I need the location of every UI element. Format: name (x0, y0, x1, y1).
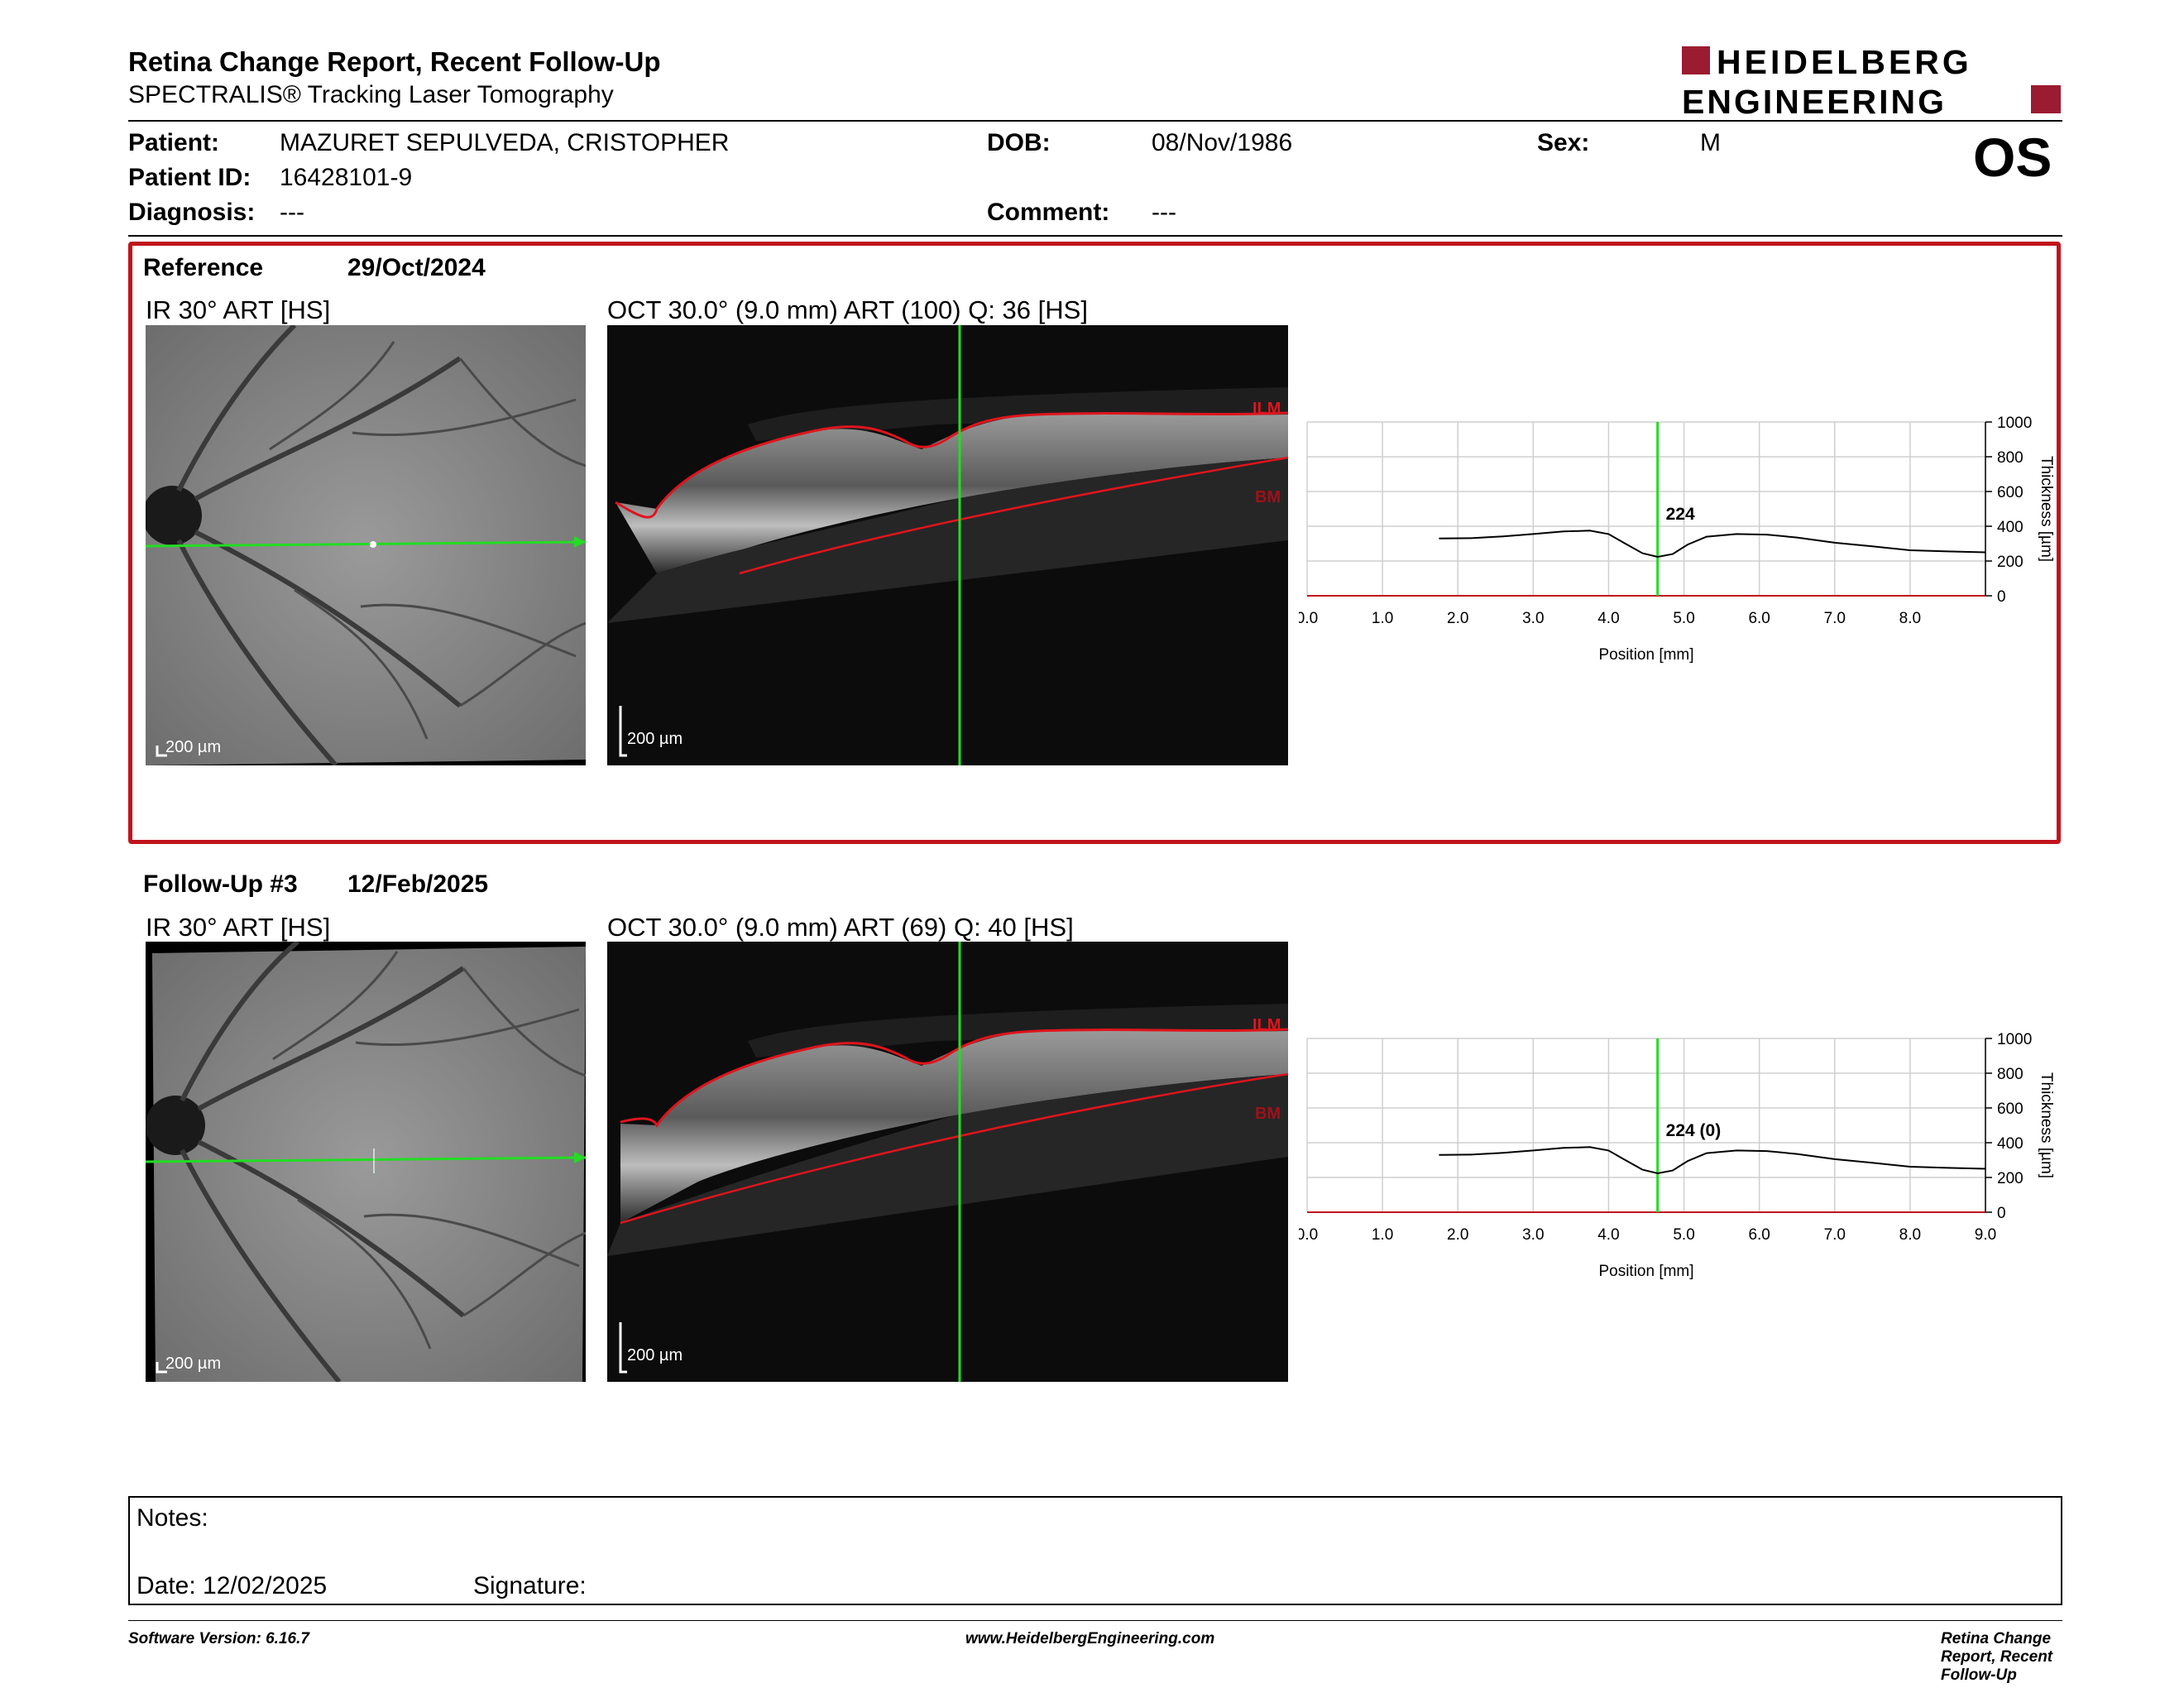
x-tick-label: 3.0 (1522, 610, 1544, 627)
followup-date: 12/Feb/2025 (347, 870, 489, 898)
reference-oct-image: ILM BM 200 µm (607, 325, 1288, 765)
reference-ir-image: 200 µm (146, 325, 586, 765)
x-tick-label: 3.0 (1522, 1226, 1544, 1244)
reference-oct-scale: 200 µm (627, 730, 682, 748)
y-tick-label: 1000 (1997, 1031, 2032, 1048)
signature-label: Signature: (473, 1572, 587, 1599)
x-tick-label: 5.0 (1673, 610, 1694, 627)
followup-ir-scale: 200 µm (165, 1355, 221, 1373)
y-tick-label: 400 (1997, 519, 2024, 536)
y-tick-label: 0 (1997, 1205, 2006, 1222)
x-axis-label: Position [mm] (1598, 1263, 1693, 1280)
x-tick-label: 9.0 (1975, 1226, 1996, 1244)
svg-text:HEIDELBERG: HEIDELBERG (1717, 44, 1972, 81)
reference-label: Reference (143, 254, 264, 281)
y-tick-label: 800 (1997, 449, 2024, 467)
x-tick-label: 4.0 (1597, 1226, 1619, 1244)
report-title: Retina Change Report, Recent Follow-Up (128, 46, 661, 77)
x-tick-label: 4.0 (1597, 610, 1619, 627)
x-tick-label: 5.0 (1673, 1226, 1694, 1244)
sex-label: Sex: (1537, 129, 1590, 156)
y-axis-label: Thickness [µm] (2038, 1072, 2055, 1178)
reference-panel (128, 242, 2061, 844)
diagnosis-value: --- (280, 199, 304, 226)
notes-date: Date: 12/02/2025 (136, 1572, 328, 1599)
sex-value: M (1700, 129, 1721, 156)
y-tick-label: 0 (1997, 588, 2006, 606)
y-tick-label: 600 (1997, 1101, 2024, 1118)
x-tick-label: 0.0 (1299, 610, 1318, 627)
comment-value: --- (1152, 199, 1176, 226)
patient-id-label: Patient ID: (128, 164, 251, 191)
x-tick-label: 7.0 (1824, 1226, 1846, 1244)
patient-id: 16428101-9 (280, 164, 413, 191)
dob-label: DOB: (987, 129, 1051, 156)
followup-ir-title: IR 30° ART [HS] (146, 913, 331, 942)
y-tick-label: 200 (1997, 1170, 2024, 1187)
y-tick-label: 1000 (1997, 415, 2032, 432)
x-tick-label: 7.0 (1824, 610, 1846, 627)
website-link[interactable]: www.HeidelbergEngineering.com (965, 1630, 1215, 1647)
thickness-series-line (1439, 1146, 1986, 1175)
cursor-value-label: 224 (1666, 505, 1695, 524)
x-tick-label: 1.0 (1372, 610, 1393, 627)
x-tick-label: 8.0 (1899, 610, 1921, 627)
x-tick-label: 2.0 (1447, 1226, 1468, 1244)
followup-ilm-label: ILM (1252, 1016, 1281, 1034)
heidelberg-logo: HEIDELBERG ENGINEERING (1682, 44, 2061, 118)
reference-thickness-chart: 0 200 400 600 800 1000 0.0 1.0 2.0 3.0 4.0 5.0 6.0 7.… (1299, 415, 2055, 664)
x-tick-label: 0.0 (1299, 1226, 1318, 1244)
x-tick-label: 6.0 (1748, 1226, 1770, 1244)
dob-value: 08/Nov/1986 (1152, 129, 1293, 156)
reference-ilm-label: ILM (1252, 400, 1281, 418)
x-tick-label: 6.0 (1748, 610, 1770, 627)
svg-text:ENGINEERING: ENGINEERING (1682, 83, 1947, 118)
reference-ir-title: IR 30° ART [HS] (146, 295, 331, 324)
diagnosis-label: Diagnosis: (128, 199, 256, 226)
reference-ir-scale: 200 µm (165, 738, 221, 756)
x-tick-label: 1.0 (1372, 1226, 1393, 1244)
y-tick-label: 200 (1997, 554, 2024, 571)
x-tick-label: 8.0 (1899, 1226, 1921, 1244)
followup-oct-scale: 200 µm (627, 1346, 682, 1364)
x-tick-label: 2.0 (1447, 610, 1468, 627)
patient-label: Patient: (128, 129, 220, 156)
cursor-value-label: 224 (0) (1666, 1121, 1722, 1140)
y-tick-label: 600 (1997, 484, 2024, 501)
comment-label: Comment: (987, 199, 1110, 226)
x-axis-label: Position [mm] (1598, 646, 1693, 664)
followup-bm-label: BM (1255, 1105, 1281, 1123)
reference-oct-title: OCT 30.0° (9.0 mm) ART (100) Q: 36 [HS] (607, 295, 1088, 324)
y-tick-label: 800 (1997, 1066, 2024, 1083)
footer-report-name: Retina Change Report, Recent Follow-Up (1941, 1630, 2053, 1684)
followup-oct-image: ILM BM 200 µm (607, 942, 1288, 1382)
notes-label: Notes: (136, 1504, 208, 1532)
notes-box: Notes: Date: 12/02/2025 Signature: (128, 1496, 2062, 1605)
report-subtitle: SPECTRALIS® Tracking Laser Tomography (128, 81, 614, 108)
followup-thickness-chart: 0 200 400 600 800 1000 0.0 1.0 2.0 3.0 4.0 5.0 6.0 7.… (1299, 1031, 2055, 1280)
y-axis-label: Thickness [µm] (2038, 456, 2055, 562)
y-tick-label: 400 (1997, 1135, 2024, 1153)
followup-oct-title: OCT 30.0° (9.0 mm) ART (69) Q: 40 [HS] (607, 913, 1074, 942)
followup-label: Follow-Up #3 (143, 870, 298, 898)
software-version: Software Version: 6.16.7 (128, 1630, 309, 1647)
reference-bm-label: BM (1255, 488, 1281, 506)
eye-indicator: OS (1973, 127, 2052, 188)
patient-name: MAZURET SEPULVEDA, CRISTOPHER (280, 129, 730, 156)
reference-date: 29/Oct/2024 (347, 254, 486, 281)
followup-ir-image: 200 µm (146, 942, 586, 1382)
thickness-series-line (1439, 530, 1986, 559)
